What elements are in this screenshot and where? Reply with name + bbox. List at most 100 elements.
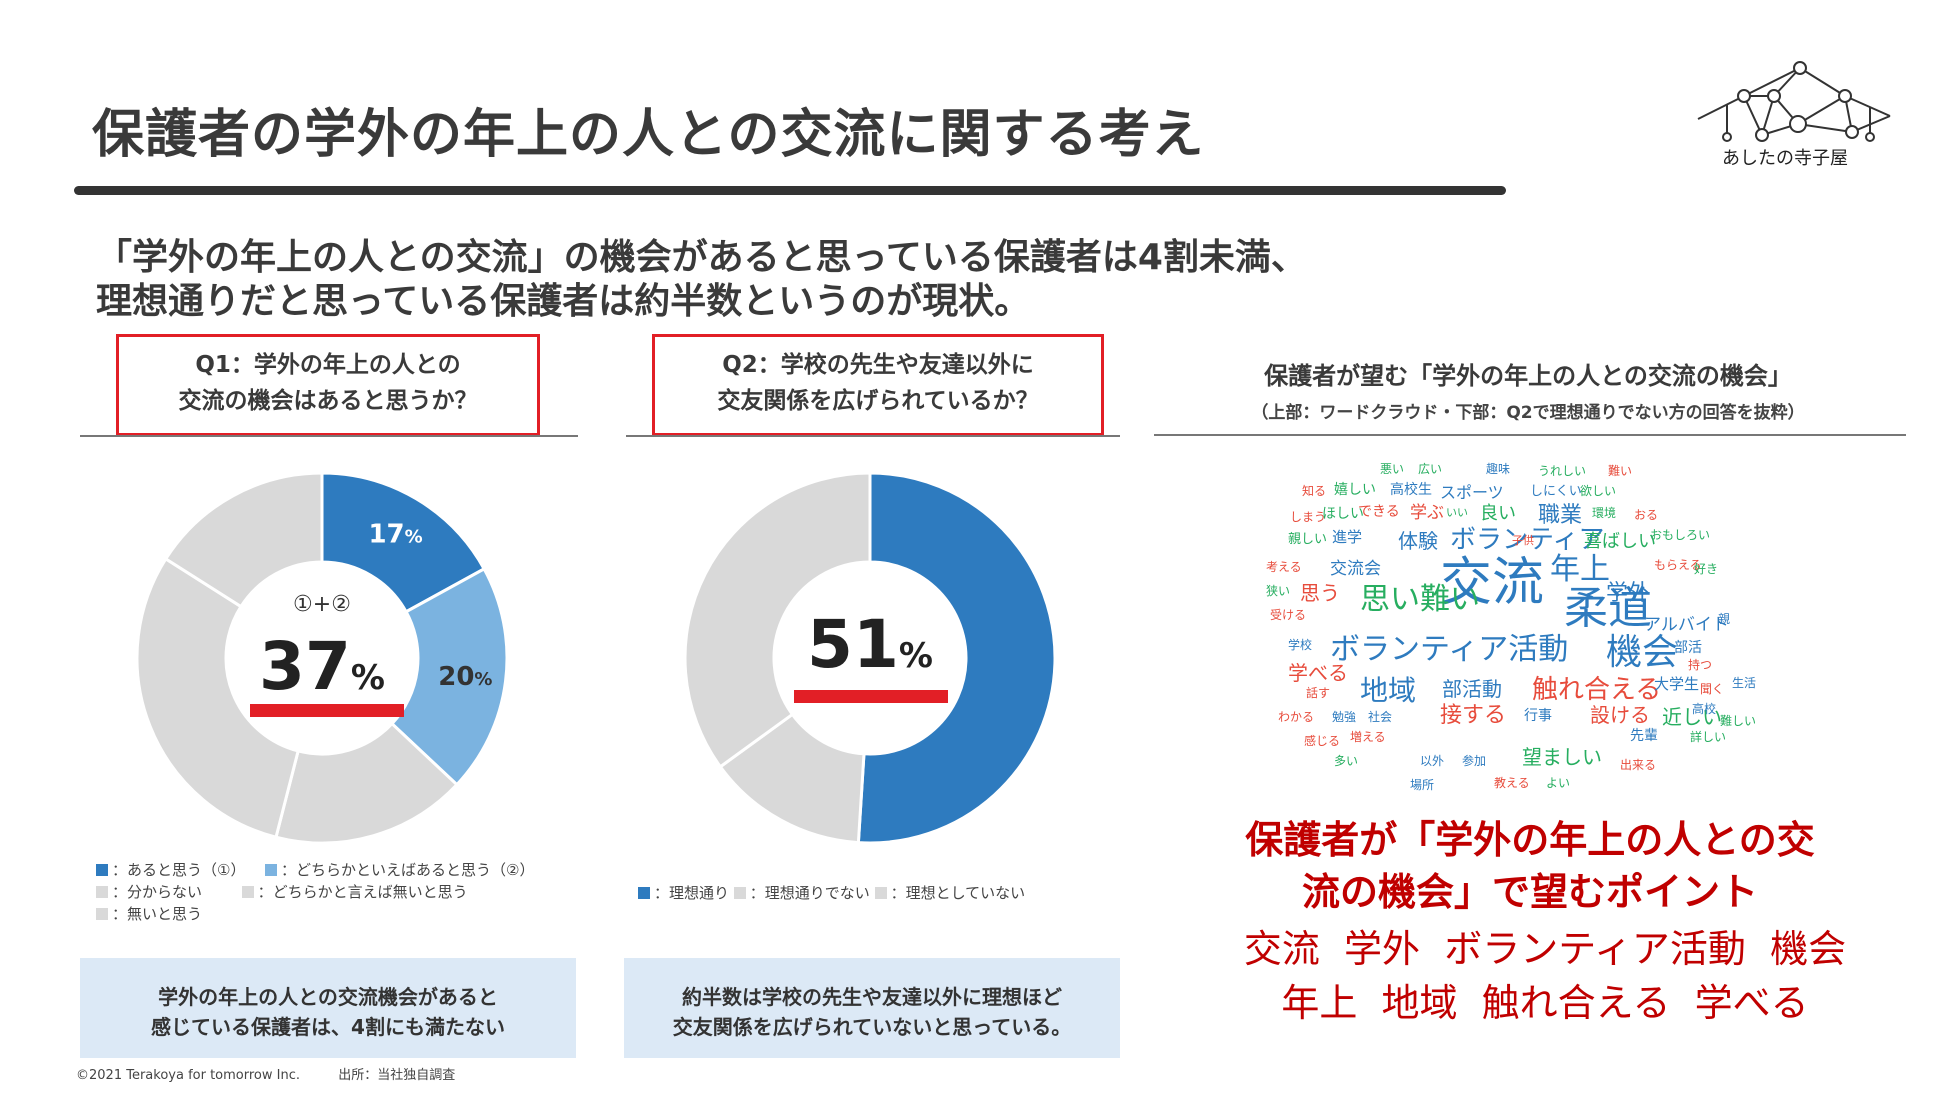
cloud-word: 学べる: [1288, 661, 1348, 685]
legend-swatch: [733, 887, 746, 899]
cloud-word: 好き: [1694, 562, 1719, 576]
q1-red-underline: [250, 704, 404, 717]
q1-slice-3: [274, 721, 459, 845]
cloud-rule: [1154, 434, 1906, 436]
cloud-word: 年上: [1550, 552, 1610, 587]
q1-slice-label-2: 20%: [438, 662, 492, 692]
cloud-word: 環境: [1592, 506, 1617, 520]
cloud-word: うれしい: [1538, 464, 1587, 478]
cloud-word: もらえる: [1654, 558, 1702, 572]
q1-legend-label-4: ：どちらかと言えば無いと思う: [257, 883, 468, 901]
cloud-word: 出来る: [1620, 758, 1657, 772]
q2-rule: [626, 435, 1120, 437]
cloud-word: できる: [1358, 504, 1400, 520]
q1-summary-box: 学外の年上の人との交流機会があると 感じている保護者は、4割にも満たない: [80, 958, 576, 1058]
cloud-word: 考える: [1266, 560, 1302, 574]
q2-center-unit: %: [898, 636, 933, 676]
cloud-word: 悪い: [1380, 462, 1405, 476]
q2-legend-label-2: ：理想通りでない: [749, 884, 870, 902]
cloud-word: 参加: [1462, 754, 1487, 768]
cloud-word: スポーツ: [1440, 483, 1504, 502]
q1-legend-row-2: ：分からない ：どちらかと言えば無いと思う: [96, 881, 468, 902]
points-heading: 保護者が「学外の年上の人との交 流の機会」で望むポイント: [1150, 814, 1910, 918]
legend-swatch: [96, 864, 108, 876]
cloud-word: 多い: [1334, 754, 1359, 768]
cloud-word: 感じる: [1304, 734, 1341, 748]
cloud-word: 難い: [1608, 464, 1633, 478]
points-heading-line-1: 保護者が「学外の年上の人との交: [1245, 818, 1815, 862]
cloud-word: 子供: [1512, 534, 1534, 547]
cloud-word: 欲しい: [1580, 484, 1617, 498]
cloud-word: いい: [1446, 506, 1468, 519]
cloud-word: 行事: [1524, 708, 1552, 724]
q1-summary-line-2: 感じている保護者は、4割にも満たない: [151, 1015, 505, 1039]
legend-swatch: [96, 886, 108, 898]
q2-question-line-1: Q2：学校の先生や友達以外に: [722, 352, 1034, 378]
legend-swatch: [96, 908, 108, 920]
q2-legend-row: ：理想通り ：理想通りでない ：理想としていない: [638, 882, 1025, 903]
cloud-word: 学校: [1288, 638, 1313, 652]
q1-legend-label-1: ：あると思う（①）: [112, 861, 246, 879]
q1-legend-row-3: ：無いと思う: [96, 903, 202, 924]
footer-copyright: ©2021 Terakoya for tomorrow Inc.: [76, 1068, 300, 1083]
page-title: 保護者の学外の年上の人との交流に関する考え: [92, 105, 1205, 165]
cloud-word: 学ぶ: [1410, 503, 1444, 523]
cloud-word: 嬉しい: [1334, 482, 1376, 498]
cloud-word: 部活: [1674, 640, 1702, 656]
cloud-word: 地域: [1360, 674, 1417, 707]
cloud-word: 教える: [1494, 776, 1530, 790]
cloud-word: 職業: [1538, 503, 1583, 528]
cloud-word: しまう: [1290, 510, 1327, 524]
logo-network-icon: [1697, 61, 1891, 142]
points-body-line-1: 交流 学外 ボランティア活動 機会: [1243, 927, 1847, 971]
cloud-word: 大学生: [1654, 675, 1700, 693]
q2-legend-label-3: ：理想としていない: [890, 884, 1026, 902]
points-heading-line-2: 流の機会」で望むポイント: [1301, 870, 1758, 914]
subtitle-line-2: 理想通りだと思っている保護者は約半数というのが現状。: [96, 281, 1031, 322]
q1-legend-label-3: ：分からない: [112, 883, 203, 901]
subtitle-line-1: 「学外の年上の人との交流」の機会があると思っている保護者は4割未満、: [96, 237, 1307, 278]
legend-swatch: [874, 887, 887, 899]
cloud-word: 趣味: [1486, 462, 1511, 476]
q1-legend-label-2: ：どちらかといえばあると思う（②）: [281, 861, 535, 879]
q2-summary-line-2: 交友関係を広げられていないと思っている。: [672, 1015, 1072, 1039]
cloud-word: 親: [1718, 612, 1731, 626]
cloud-word: よい: [1546, 776, 1571, 790]
q1-question-box: Q1：学外の年上の人との 交流の機会はあると思うか？: [116, 334, 540, 436]
cloud-word: 持つ: [1688, 658, 1713, 672]
q1-summary-line-1: 学外の年上の人との交流機会があると: [158, 985, 498, 1009]
cloud-word: 柔道: [1564, 583, 1652, 634]
q1-rule: [80, 435, 578, 437]
cloud-word: わかる: [1278, 710, 1315, 724]
cloud-word: おもしろい: [1650, 528, 1711, 542]
cloud-word: 部活動: [1442, 677, 1502, 701]
cloud-word: 設ける: [1590, 703, 1650, 727]
q1-slice-1: [320, 471, 487, 614]
cloud-word: 社会: [1368, 710, 1393, 724]
points-body-line-2: 年上 地域 触れ合える 学べる: [1281, 981, 1809, 1025]
q2-donut-chart: [683, 471, 1057, 845]
q1-slice-5: [163, 471, 324, 609]
q1-slice-4: [135, 556, 300, 840]
cloud-word: 体験: [1398, 529, 1438, 553]
q1-question-line-1: Q1：学外の年上の人との: [195, 352, 461, 378]
legend-swatch: [638, 887, 650, 899]
cloud-word: 望ましい: [1522, 745, 1602, 769]
cloud-word: 知る: [1302, 484, 1327, 498]
cloud-word: アルバイト: [1644, 615, 1729, 635]
q2-question-line-2: 交友関係を広げられているか？: [717, 388, 1039, 414]
legend-swatch: [265, 864, 278, 876]
cloud-word: 進学: [1332, 528, 1363, 546]
cloud-word: 近しい: [1662, 705, 1722, 729]
cloud-word: 勉強: [1332, 710, 1357, 724]
cloud-word: 詳しい: [1690, 730, 1727, 744]
q1-center-caption: ①+②: [293, 592, 351, 617]
cloud-word: 増える: [1350, 730, 1386, 744]
legend-swatch: [241, 886, 254, 898]
q1-center-unit: %: [350, 658, 385, 698]
title-underline: [74, 186, 1506, 195]
cloud-word: ボランティア活動: [1330, 632, 1569, 667]
points-body: 交流 学外 ボランティア活動 機会 年上 地域 触れ合える 学べる: [1150, 922, 1940, 1030]
cloud-word: ほしい: [1322, 506, 1364, 522]
q1-center-value: 37%: [222, 628, 422, 705]
